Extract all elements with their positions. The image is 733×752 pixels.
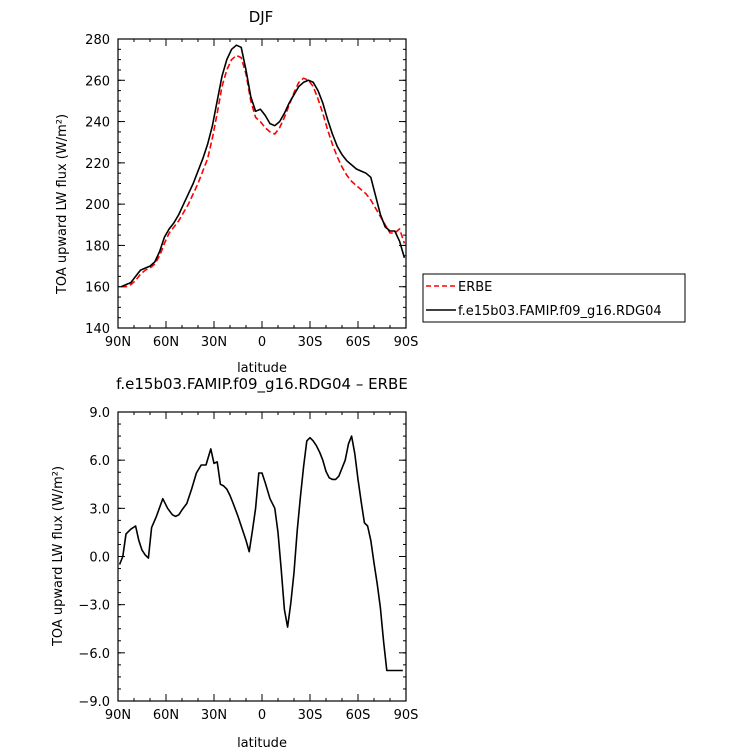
- top-axes: 90N 60N 30N 0 30S 60S 90S 140 160 180 200 220 240 260…: [85, 33, 418, 350]
- bottom-y-tick-label: 6.0: [89, 454, 110, 469]
- top-chart-title: DJF: [249, 8, 274, 26]
- top-y-tick-label: 240: [85, 116, 110, 131]
- bottom-chart-title: f.e15b03.FAMIP.f09_g16.RDG04 – ERBE: [116, 375, 408, 394]
- bottom-y-tick-label: −6.0: [78, 647, 110, 662]
- top-series-line-1: [120, 44, 406, 288]
- bottom-x-tick-label: 0: [258, 708, 266, 723]
- top-plot-area: [120, 44, 406, 288]
- top-panel-djf: DJF 90N 60N 30N 0 30S 60S 90S 140 160 180 200 220 24…: [55, 8, 418, 376]
- top-series-line-0: [121, 54, 406, 288]
- top-x-tick-label: 0: [258, 335, 266, 350]
- top-y-tick-label: 200: [85, 198, 110, 213]
- bottom-series-line-0: [118, 435, 403, 672]
- top-y-axis-label: TOA upward LW flux (W/m²): [55, 114, 70, 295]
- top-y-tick-label: 220: [85, 157, 110, 172]
- bottom-panel-difference: f.e15b03.FAMIP.f09_g16.RDG04 – ERBE 90N 6…: [51, 375, 418, 751]
- bottom-x-tick-label: 90N: [105, 708, 131, 723]
- legend-box: [422, 273, 686, 323]
- top-plot-frame: [117, 38, 407, 329]
- bottom-y-axis-label: TOA upward LW flux (W/m²): [51, 466, 66, 647]
- bottom-x-tick-label: 30N: [201, 708, 227, 723]
- top-x-tick-label: 30S: [298, 335, 323, 350]
- top-x-tick-label: 90N: [105, 335, 131, 350]
- top-y-tick-label: 280: [85, 33, 110, 48]
- bottom-plot-frame: [117, 411, 407, 702]
- legend-erbe-label: ERBE: [458, 280, 492, 295]
- top-y-tick-label: 160: [85, 281, 110, 296]
- bottom-x-axis-label: latitude: [237, 736, 287, 751]
- legend-model-label: f.e15b03.FAMIP.f09_g16.RDG04: [458, 304, 662, 319]
- top-y-tick-label: 180: [85, 239, 110, 254]
- bottom-x-tick-label: 90S: [394, 708, 419, 723]
- bottom-y-tick-label: 0.0: [89, 551, 110, 566]
- top-x-tick-label: 30N: [201, 335, 227, 350]
- bottom-y-tick-label: −3.0: [78, 599, 110, 614]
- top-x-axis-label: latitude: [237, 361, 287, 376]
- bottom-y-tick-label: −9.0: [78, 695, 110, 710]
- top-x-tick-label: 60S: [346, 335, 371, 350]
- bottom-x-tick-label: 60N: [153, 708, 179, 723]
- bottom-x-tick-label: 30S: [298, 708, 323, 723]
- top-legend: ERBE f.e15b03.FAMIP.f09_g16.RDG04: [422, 273, 686, 323]
- bottom-x-tick-label: 60S: [346, 708, 371, 723]
- bottom-axes: 90N 60N 30N 0 30S 60S 90S −9.0 −6.0 −3.0 0.0 3.0 6.0…: [78, 406, 418, 723]
- top-y-tick-label: 140: [85, 322, 110, 337]
- top-x-tick-label: 90S: [394, 335, 419, 350]
- bottom-y-tick-label: 3.0: [89, 502, 110, 517]
- top-y-tick-label: 260: [85, 74, 110, 89]
- bottom-y-tick-label: 9.0: [89, 406, 110, 421]
- bottom-plot-area: [118, 435, 403, 672]
- top-x-tick-label: 60N: [153, 335, 179, 350]
